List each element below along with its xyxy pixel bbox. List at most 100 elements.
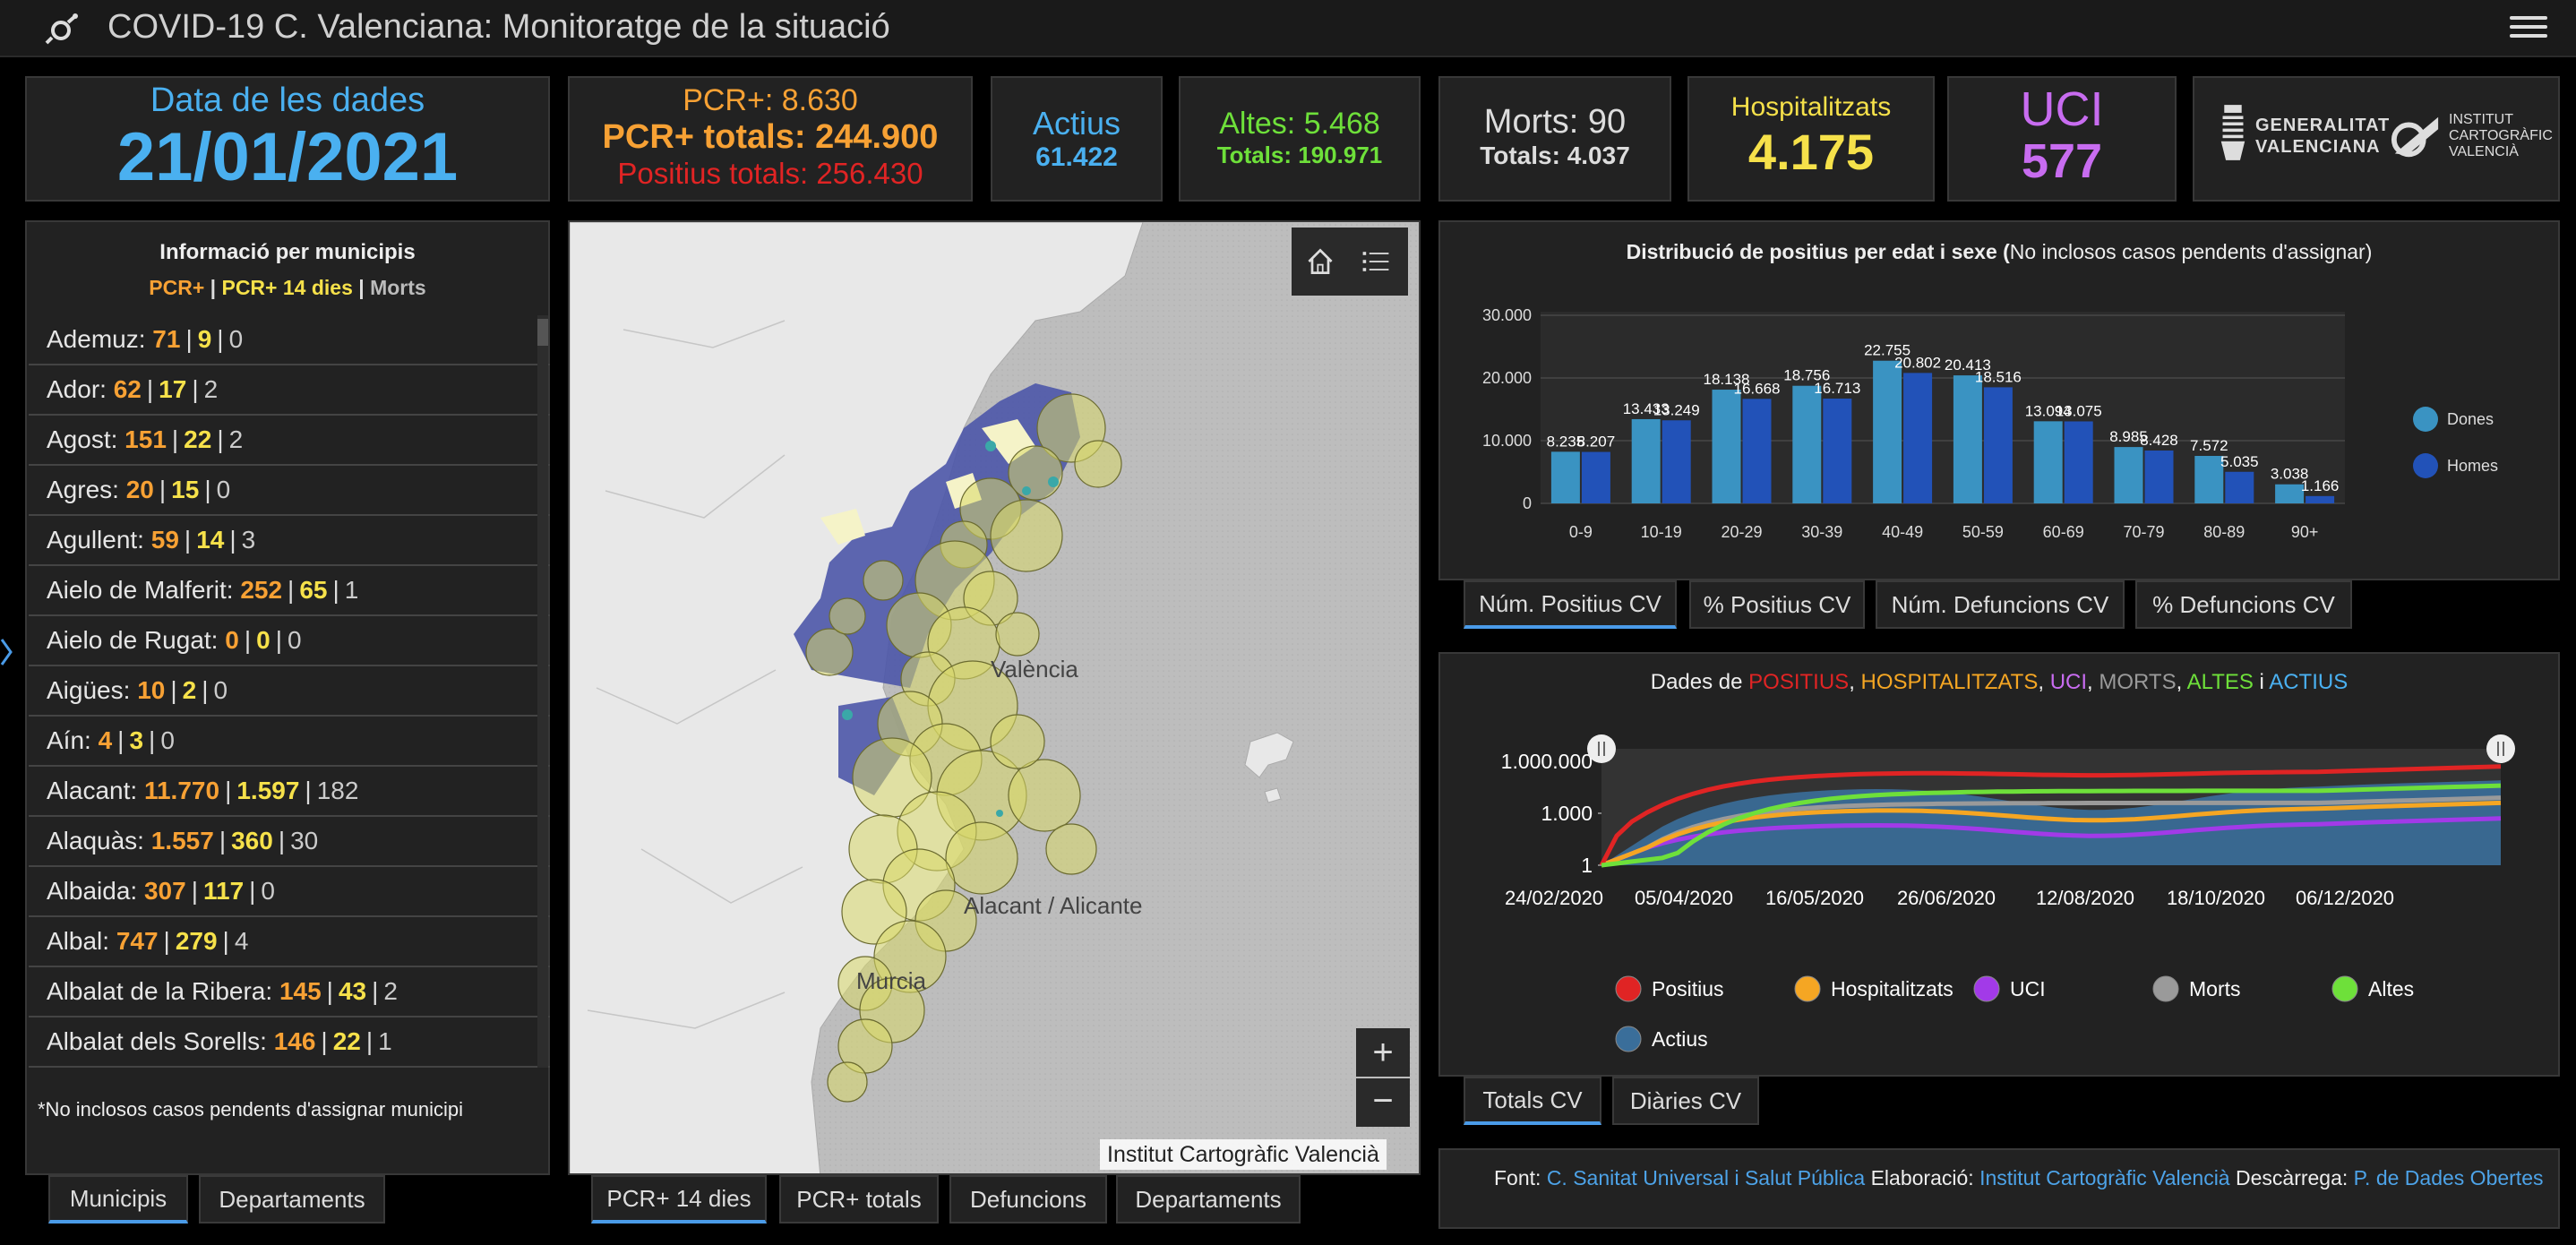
legend-pcr14: PCR+ 14 dies — [221, 276, 353, 299]
x-tick-label: 06/12/2020 — [2296, 887, 2394, 909]
tab-pct-defuncions[interactable]: % Defuncions CV — [2135, 580, 2352, 629]
muni-pcr14: 15 — [171, 476, 200, 503]
legend-marker[interactable] — [1615, 975, 1642, 1002]
legend-label[interactable]: Morts — [2189, 977, 2241, 1000]
expand-panel-arrow-icon[interactable] — [0, 634, 13, 670]
list-item[interactable]: Albalat de la Ribera: 145 | 43 | 2 — [29, 967, 550, 1017]
list-item[interactable]: Aielo de Rugat: 0 | 0 | 0 — [29, 616, 550, 666]
separator: | — [288, 576, 295, 604]
muni-pcr: 10 — [137, 676, 166, 704]
tab-defuncions[interactable]: Defuncions — [949, 1175, 1107, 1224]
muni-name: Aielo de Malferit: — [47, 576, 234, 604]
muni-morts: 2 — [228, 425, 244, 453]
tab-pct-positius[interactable]: % Positius CV — [1689, 580, 1865, 629]
x-tick-label: 0-9 — [1569, 523, 1593, 541]
bar-homes — [2064, 421, 2093, 503]
bar-dones — [1712, 390, 1741, 503]
muni-name: Alaquàs: — [47, 827, 144, 854]
municipis-list[interactable]: Ademuz: 71 | 9 | 0 Ador: 62 | 17 | 2 Agost: 151 | 22… — [27, 315, 550, 1068]
separator: | — [225, 777, 232, 804]
legend-label[interactable]: Positius — [1652, 977, 1724, 1000]
scrollbar[interactable] — [537, 315, 548, 1068]
layer-list-icon[interactable] — [1360, 245, 1392, 278]
muni-morts: 0 — [213, 676, 228, 704]
data-label: 8.207 — [1577, 434, 1616, 451]
legend-label[interactable]: Actius — [1652, 1027, 1708, 1051]
data-label: 13.433 — [1623, 400, 1670, 417]
legend-label[interactable]: UCI — [2010, 977, 2046, 1000]
home-icon[interactable] — [1304, 245, 1336, 278]
muni-pcr: 62 — [113, 375, 142, 403]
uci-value: 577 — [2021, 134, 2103, 188]
x-tick-label: 70-79 — [2123, 523, 2164, 541]
series-line-uci — [1601, 816, 2502, 868]
tab-diaries-cv[interactable]: Diàries CV — [1612, 1077, 1759, 1125]
list-item[interactable]: Aielo de Malferit: 252 | 65 | 1 — [29, 566, 550, 616]
range-start-handle[interactable] — [1587, 734, 1616, 763]
y-tick-label: 30.000 — [1482, 306, 1532, 324]
muni-name: Alacant: — [47, 777, 138, 804]
legend-marker[interactable] — [2331, 975, 2358, 1002]
separator: | — [184, 526, 192, 554]
muni-pcr: 146 — [273, 1027, 316, 1055]
menu-icon[interactable] — [2510, 11, 2547, 47]
ts-title-uci: UCI — [2049, 670, 2088, 694]
muni-pcr14: 117 — [202, 877, 245, 905]
list-item[interactable]: Aín: 4 | 3 | 0 — [29, 717, 550, 767]
legend-label[interactable]: Altes — [2368, 977, 2414, 1000]
source-link[interactable]: C. Sanitat Universal i Salut Pública — [1546, 1166, 1866, 1189]
pcr-today: PCR+: 8.630 — [683, 83, 858, 117]
zoom-in-button[interactable]: + — [1356, 1028, 1410, 1077]
list-item[interactable]: Ador: 62 | 17 | 2 — [29, 365, 550, 416]
muni-pcr: 4 — [98, 726, 113, 754]
list-item[interactable]: Aigües: 10 | 2 | 0 — [29, 666, 550, 717]
elaboration-link[interactable]: Institut Cartogràfic Valencià — [1979, 1166, 2230, 1189]
tab-pcr14[interactable]: PCR+ 14 dies — [591, 1175, 767, 1224]
download-link[interactable]: P. de Dades Obertes — [2353, 1166, 2544, 1189]
list-item[interactable]: Alacant: 11.770 | 1.597 | 182 — [29, 767, 550, 817]
legend-marker[interactable] — [2152, 975, 2179, 1002]
bar-dones — [2194, 455, 2224, 503]
bar-dones — [1792, 385, 1822, 503]
tab-num-defuncions[interactable]: Núm. Defuncions CV — [1876, 580, 2125, 629]
tab-pcr-totals[interactable]: PCR+ totals — [779, 1175, 939, 1224]
muni-name: Aín: — [47, 726, 91, 754]
list-item[interactable]: Agres: 20 | 15 | 0 — [29, 466, 550, 516]
muni-morts: 3 — [241, 526, 256, 554]
tab-departaments[interactable]: Departaments — [199, 1175, 385, 1224]
map-label-murcia: Murcia — [856, 967, 927, 994]
list-item[interactable]: Agullent: 59 | 14 | 3 — [29, 516, 550, 566]
age-bar-chart[interactable]: 010.00020.00030.0008.2358.2070-913.43313… — [1440, 222, 2562, 582]
list-item[interactable]: Albalat dels Sorells: 146 | 22 | 1 — [29, 1017, 550, 1068]
scrollbar-thumb[interactable] — [537, 319, 548, 346]
morts-total: Totals: 4.037 — [1480, 142, 1630, 169]
download-label: Descàrrega: — [2229, 1166, 2354, 1189]
legend-marker[interactable] — [1615, 1026, 1642, 1052]
list-item[interactable]: Albal: 747 | 279 | 4 — [29, 917, 550, 967]
tab-municipis[interactable]: Municipis — [48, 1175, 188, 1224]
list-item[interactable]: Albaida: 307 | 117 | 0 — [29, 867, 550, 917]
list-item[interactable]: Agost: 151 | 22 | 2 — [29, 416, 550, 466]
separator: | — [170, 676, 177, 704]
altes-total: Totals: 190.971 — [1216, 142, 1383, 168]
range-end-handle[interactable] — [2486, 734, 2515, 763]
y-tick-label: 1.000 — [1541, 802, 1593, 825]
font-label: Font: — [1494, 1166, 1547, 1189]
zoom-out-button[interactable]: − — [1356, 1078, 1410, 1127]
tab-departaments-map[interactable]: Departaments — [1116, 1175, 1301, 1224]
list-item[interactable]: Ademuz: 71 | 9 | 0 — [29, 315, 550, 365]
legend-marker[interactable] — [1794, 975, 1821, 1002]
positius-total: Positius totals: 256.430 — [617, 157, 923, 190]
map-canvas[interactable] — [570, 222, 1421, 1175]
list-item[interactable]: Alaquàs: 1.557 | 360 | 30 — [29, 817, 550, 867]
data-label: 16.668 — [1734, 380, 1781, 397]
legend-marker[interactable] — [1973, 975, 2000, 1002]
x-tick-label: 20-29 — [1721, 523, 1762, 541]
map-label-valencia: València — [991, 656, 1078, 683]
timeseries-chart[interactable]: 1 1.000 1.000.000 24/02/2020 05/04/2020 16/05… — [1440, 654, 2562, 1078]
muni-name: Albal: — [47, 927, 110, 955]
tab-num-positius[interactable]: Núm. Positius CV — [1464, 580, 1677, 629]
tab-totals-cv[interactable]: Totals CV — [1464, 1077, 1601, 1125]
legend-label[interactable]: Hospitalitzats — [1831, 977, 1953, 1000]
map-panel[interactable]: València Alacant / Alicante Murcia + − I… — [568, 220, 1421, 1175]
